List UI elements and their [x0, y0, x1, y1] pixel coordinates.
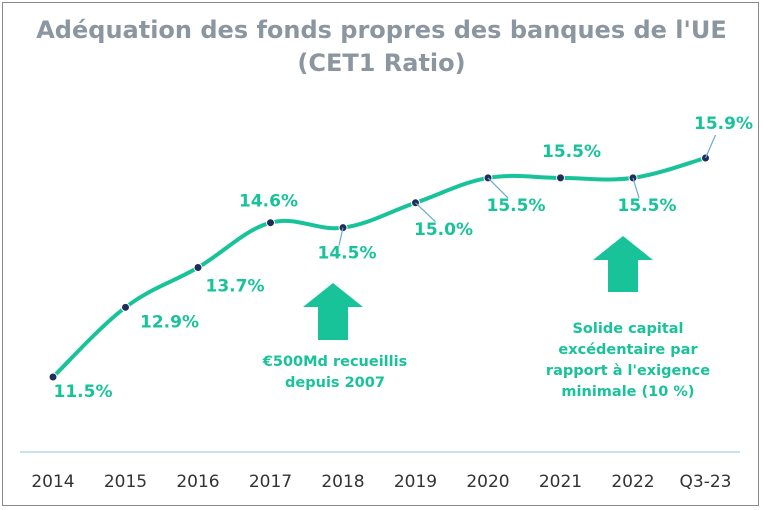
data-point-2017: [266, 218, 275, 228]
annotation-1: €500Md recueillis depuis 2007: [262, 283, 407, 391]
data-point-2015: [121, 302, 130, 312]
annotation-2: Solide capital excédentaire par rapport à …: [546, 236, 710, 400]
up-arrow-icon: [593, 236, 653, 292]
data-label-q3-23: 15.9%: [694, 114, 753, 134]
data-labels-layer: 11.5% 12.9% 13.7% 14.6% 14.5% 15.0% 15.5% 15.5%…: [54, 114, 753, 402]
x-tick-label-2017: 2017: [249, 472, 292, 492]
annotation-2-line-3: rapport à l'exigence: [546, 363, 710, 379]
annotation-2-line-4: minimale (10 %): [561, 384, 694, 400]
data-label-2019: 15.0%: [414, 220, 473, 240]
series-line: [51, 156, 708, 379]
data-label-2015: 12.9%: [140, 312, 199, 332]
x-tick-label-2020: 2020: [466, 472, 509, 492]
data-label-2014: 11.5%: [54, 382, 113, 402]
data-label-leader: [487, 177, 509, 199]
data-label-leader: [338, 227, 344, 246]
x-tick-label-2018: 2018: [321, 472, 364, 492]
chart-title: Adéquation des fonds propres des banques…: [0, 14, 763, 80]
data-point-2014: [48, 372, 58, 382]
annotation-2-line-1: Solide capital: [572, 321, 683, 337]
x-tick-label-2021: 2021: [539, 472, 582, 492]
annotation-2-line-2: excédentaire par: [558, 342, 698, 358]
data-label-leader: [632, 177, 640, 199]
data-label-2018: 14.5%: [318, 244, 377, 264]
chart-title-line-2: (CET1 Ratio): [297, 49, 466, 77]
x-tick-label-2016: 2016: [176, 472, 219, 492]
chart-title-line-1: Adéquation des fonds propres des banques…: [36, 16, 727, 44]
data-label-leader: [415, 202, 436, 223]
data-label-2021: 15.5%: [542, 142, 601, 162]
x-tick-label-2022: 2022: [611, 472, 654, 492]
x-tick-label-2014: 2014: [31, 472, 74, 492]
data-point-2021: [556, 173, 565, 183]
series-line-layer: [51, 156, 708, 379]
data-point-2016: [193, 263, 203, 272]
up-arrow-icon: [303, 283, 363, 340]
annotation-1-line-1: €500Md recueillis: [262, 354, 407, 370]
data-label-2017: 14.6%: [239, 192, 298, 212]
x-tick-label-2019: 2019: [394, 472, 437, 492]
data-label-leader: [704, 134, 717, 159]
x-tick-label-q3-23: Q3-23: [680, 472, 732, 492]
x-tick-label-2015: 2015: [104, 472, 147, 492]
annotation-1-line-2: depuis 2007: [285, 375, 385, 391]
data-label-2022: 15.5%: [618, 196, 677, 216]
data-label-2016: 13.7%: [206, 277, 265, 297]
x-tick-labels-layer: 2014 2015 2016 2017 2018 2019 2020 2021 2022 Q3-2…: [31, 472, 731, 492]
data-label-2020: 15.5%: [487, 196, 546, 216]
annotations-layer: €500Md recueillis depuis 2007 Solide capit…: [262, 236, 710, 400]
